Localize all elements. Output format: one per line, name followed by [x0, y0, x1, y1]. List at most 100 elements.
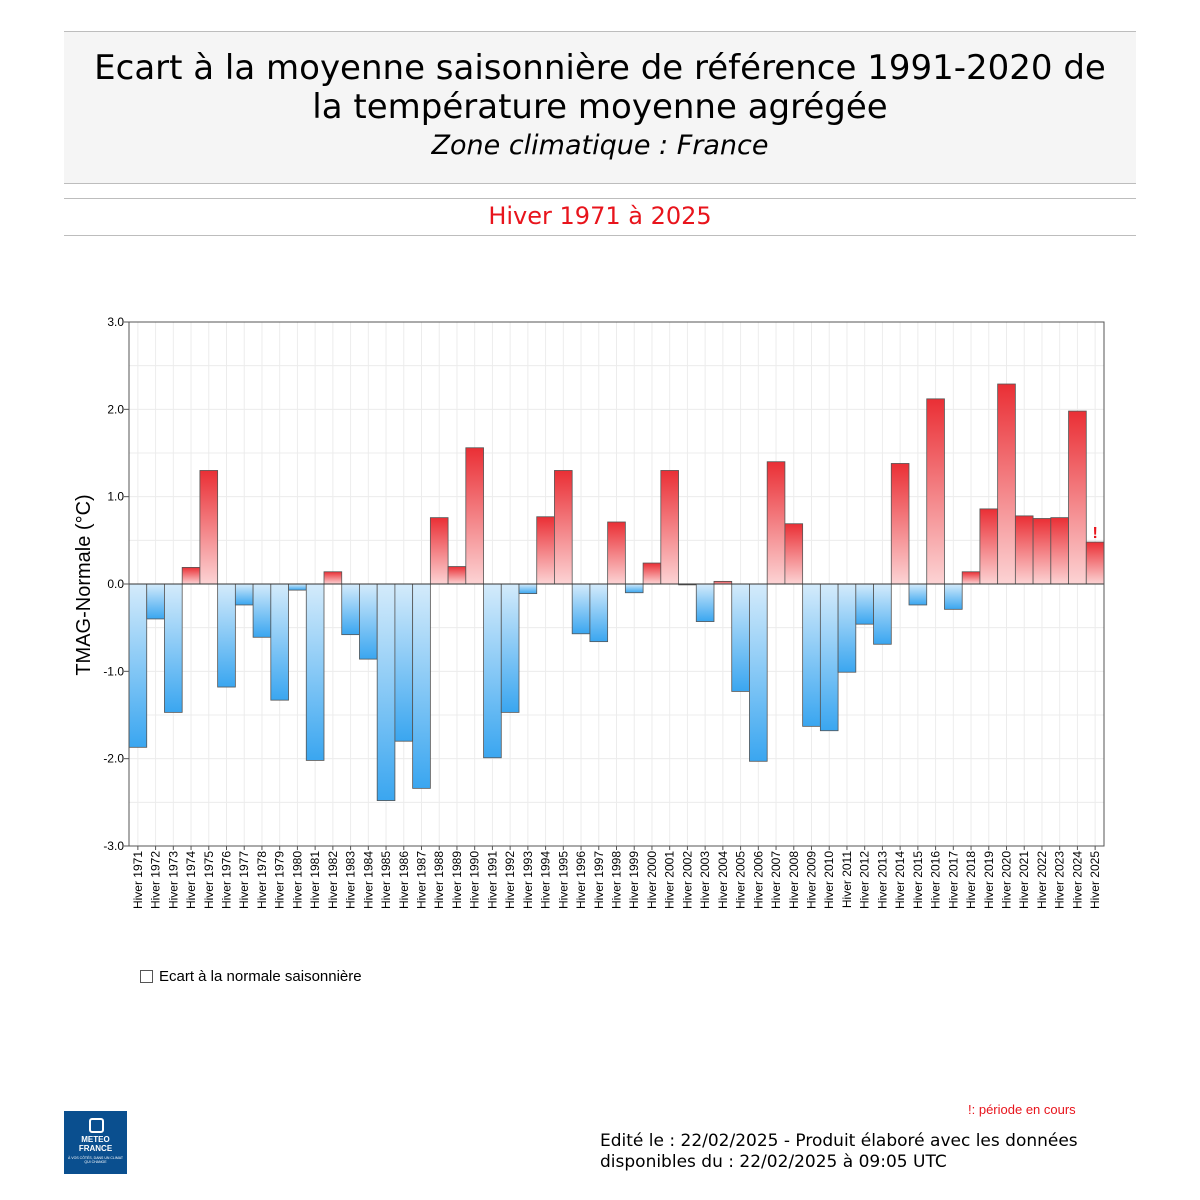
y-axis-label: TMAG-Normale (°C)	[73, 494, 95, 675]
bar-hiver-2025	[1085, 541, 1105, 585]
y-axis-ticks: -3.0 -2.0 -1.0 0.0 1.0 2.0 3.0	[103, 315, 129, 853]
x-tick-label: Hiver 1973	[166, 851, 180, 909]
x-tick-label: Hiver 1988	[432, 851, 446, 909]
period-box: Hiver 1971 à 2025	[64, 198, 1136, 236]
x-tick-label: Hiver 2008	[787, 851, 801, 909]
x-tick-label: Hiver 1980	[290, 851, 304, 909]
x-tick-label: Hiver 1981	[308, 851, 322, 909]
current-period-note: !: période en cours	[968, 1102, 1076, 1117]
x-tick-label: Hiver 1992	[503, 851, 517, 909]
x-tick-label: Hiver 2011	[840, 851, 854, 908]
bar-hiver-1983	[341, 583, 360, 636]
y-tick-label: 3.0	[107, 315, 124, 329]
bar-hiver-2020	[997, 383, 1016, 585]
logo-text-line-1: METEO	[81, 1135, 110, 1144]
y-tick-label: 2.0	[107, 402, 124, 416]
x-tick-label: Hiver 2013	[875, 851, 889, 909]
bar-chart: -3.0 -2.0 -1.0 0.0 1.0 2.0 3.0 Hiver 1971 Hiver…	[73, 315, 1105, 909]
x-tick-label: Hiver 1991	[485, 851, 499, 909]
bar-hiver-1979	[270, 583, 289, 701]
x-tick-label: Hiver 1979	[273, 851, 287, 909]
bar-hiver-1998	[607, 521, 626, 585]
x-tick-label: Hiver 2017	[946, 851, 960, 909]
x-tick-label: Hiver 2025	[1088, 851, 1102, 909]
bar-hiver-1978	[252, 583, 272, 638]
bar-hiver-2003	[695, 583, 715, 622]
x-tick-label: Hiver 1990	[468, 851, 482, 909]
x-tick-label: Hiver 2018	[964, 851, 978, 909]
bar-hiver-1986	[394, 583, 414, 742]
bar-hiver-2014	[890, 463, 910, 585]
legend-swatch[interactable]	[140, 970, 153, 983]
logo-text: METEO FRANCE	[64, 1135, 127, 1153]
logo-text-line-2: FRANCE	[78, 1144, 113, 1153]
bar-hiver-1993	[518, 583, 538, 595]
bar-hiver-1994	[536, 516, 555, 585]
bar-hiver-1995	[554, 470, 573, 585]
bar-hiver-1992	[500, 583, 520, 713]
bar-hiver-2008	[784, 523, 804, 585]
bar-hiver-1991	[483, 583, 502, 759]
bar-hiver-2017	[944, 583, 963, 610]
logo-tagline: À VOS CÔTÉS, DANS UN CLIMAT QUI CHANGE	[68, 1156, 123, 1164]
bar-hiver-2021	[1014, 515, 1034, 585]
meteo-france-logo: METEO FRANCE À VOS CÔTÉS, DANS UN CLIMAT…	[64, 1111, 127, 1174]
x-tick-label: Hiver 2023	[1053, 851, 1067, 909]
x-tick-label: Hiver 2019	[982, 851, 996, 909]
x-tick-label: Hiver 1985	[379, 851, 393, 909]
current-period-marker: !	[1092, 525, 1097, 542]
x-tick-label: Hiver 1996	[574, 851, 588, 909]
bar-hiver-1996	[571, 583, 591, 635]
x-tick-label: Hiver 2016	[929, 851, 943, 909]
x-tick-label: Hiver 2014	[893, 851, 907, 909]
bar-hiver-1990	[465, 447, 484, 585]
x-tick-label: Hiver 2024	[1070, 851, 1084, 909]
y-tick-label: -2.0	[103, 752, 124, 766]
legend-label: Ecart à la normale saisonnière	[159, 968, 362, 985]
x-tick-label: Hiver 1999	[627, 851, 641, 909]
x-tick-label: Hiver 1995	[556, 851, 570, 909]
x-tick-label: Hiver 2021	[1017, 851, 1031, 909]
x-tick-label: Hiver 1998	[610, 851, 624, 909]
x-tick-label: Hiver 1989	[450, 851, 464, 909]
x-tick-label: Hiver 2000	[645, 851, 659, 909]
x-tick-label: Hiver 1987	[415, 851, 429, 909]
bar-hiver-2006	[749, 583, 768, 762]
bar-hiver-1976	[217, 583, 236, 688]
x-tick-label: Hiver 1994	[539, 851, 553, 909]
bars	[128, 383, 1105, 801]
x-tick-label: Hiver 2005	[734, 851, 748, 909]
y-tick-label: -1.0	[103, 664, 124, 678]
x-tick-label: Hiver 1983	[344, 851, 358, 909]
x-tick-label: Hiver 1972	[149, 851, 163, 909]
x-tick-label: Hiver 2015	[911, 851, 925, 909]
y-tick-label: 0.0	[107, 577, 124, 591]
bar-hiver-1997	[589, 583, 609, 643]
x-axis-ticks: Hiver 1971 Hiver 1972 Hiver 1973 Hiver 1974…	[131, 846, 1102, 909]
bar-hiver-1987	[412, 583, 431, 789]
x-tick-label: Hiver 2006	[751, 851, 765, 909]
bar-hiver-1974	[181, 567, 201, 585]
bar-hiver-1982	[323, 571, 343, 585]
y-tick-label: 1.0	[107, 490, 124, 504]
y-tick-label: -3.0	[103, 839, 124, 853]
x-tick-label: Hiver 2002	[680, 851, 694, 909]
bar-hiver-1999	[624, 583, 644, 594]
chart-title-line-1: Ecart à la moyenne saisonnière de référe…	[94, 48, 1106, 88]
bar-hiver-1981	[305, 583, 325, 761]
x-tick-label: Hiver 2003	[698, 851, 712, 909]
bar-hiver-2022	[1032, 518, 1052, 585]
bar-hiver-2010	[819, 583, 839, 732]
bar-hiver-2012	[855, 583, 874, 625]
x-tick-label: Hiver 1971	[131, 851, 145, 909]
bar-hiver-2005	[731, 583, 750, 692]
x-tick-label: Hiver 1993	[521, 851, 535, 909]
bar-hiver-2015	[908, 583, 928, 606]
bar-hiver-1975	[199, 470, 219, 585]
edition-line-1: Edité le : 22/02/2025 - Produit élaboré …	[600, 1131, 1078, 1151]
bar-hiver-1984	[359, 583, 378, 660]
x-tick-label: Hiver 2022	[1035, 851, 1049, 909]
x-tick-label: Hiver 2001	[663, 851, 677, 909]
bar-hiver-2009	[802, 583, 821, 727]
bar-hiver-2011	[837, 583, 857, 673]
